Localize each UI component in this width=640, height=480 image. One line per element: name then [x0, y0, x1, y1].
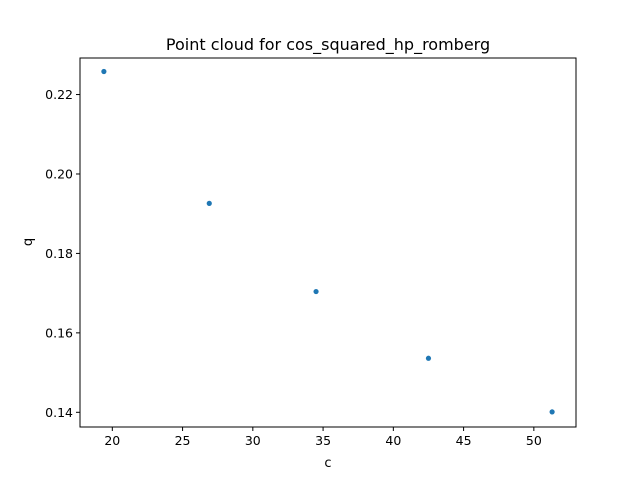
axis-ticks: 20 25 30 35 40 45 50 0.14 0.16 0.18 0.20 0.22 [45, 87, 542, 448]
y-tick-label: 0.18 [45, 246, 73, 261]
x-tick-label: 35 [315, 433, 331, 448]
x-tick-label: 50 [526, 433, 542, 448]
x-tick-label: 30 [245, 433, 261, 448]
y-axis-label: q [21, 238, 36, 246]
data-point [549, 409, 555, 415]
y-tick-label: 0.16 [45, 325, 73, 340]
plot-frame [79, 57, 577, 428]
data-point [206, 200, 212, 206]
data-points [101, 68, 555, 415]
x-tick-label: 40 [385, 433, 401, 448]
data-point [425, 355, 432, 361]
x-tick-label: 25 [175, 433, 191, 448]
data-point [101, 68, 107, 75]
y-tick-label: 0.14 [45, 405, 73, 420]
x-tick-label: 20 [104, 433, 120, 448]
data-point [313, 288, 319, 295]
chart-title: Point cloud for cos_squared_hp_romberg [166, 35, 490, 55]
x-axis-label: c [324, 456, 331, 471]
y-tick-label: 0.20 [45, 166, 73, 181]
x-tick-label: 45 [456, 433, 472, 448]
y-tick-label: 0.22 [45, 87, 73, 102]
